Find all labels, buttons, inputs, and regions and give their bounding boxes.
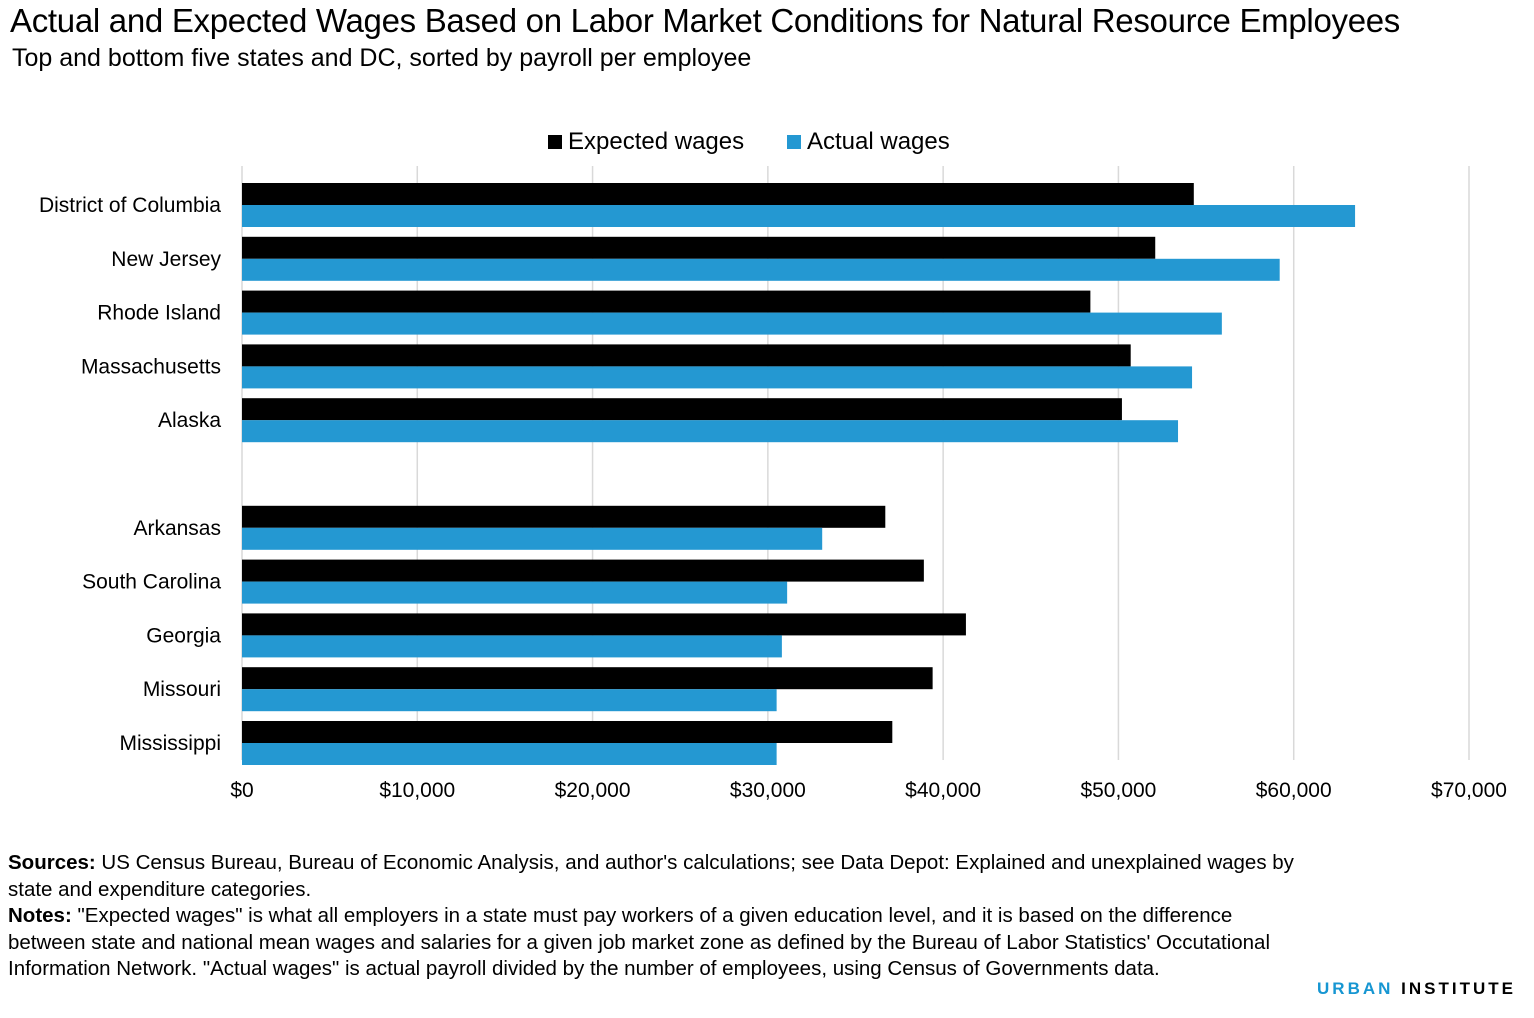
x-tick-label: $10,000 — [379, 779, 455, 802]
category-label: Mississippi — [119, 732, 221, 755]
legend-swatch-expected — [548, 135, 562, 149]
chart-subtitle: Top and bottom five states and DC, sorte… — [12, 44, 752, 72]
x-tick-label: $40,000 — [905, 779, 981, 802]
bar-actual — [242, 527, 823, 550]
bar-actual — [242, 366, 1193, 389]
bars — [242, 183, 1356, 765]
category-label: Alaska — [158, 409, 221, 432]
legend-label-actual: Actual wages — [807, 128, 950, 155]
category-label: South Carolina — [82, 571, 221, 594]
x-tick-label: $0 — [230, 779, 253, 802]
bar-actual — [242, 205, 1356, 227]
bar-expected — [242, 344, 1131, 367]
bar-chart: District of Columbia New Jersey Rhode Isla… — [39, 166, 1507, 802]
notes-label: Notes: — [8, 904, 72, 927]
x-tick-label: $70,000 — [1431, 779, 1507, 802]
bar-actual — [242, 689, 777, 712]
x-tick-label: $60,000 — [1256, 779, 1332, 802]
category-labels: District of Columbia New Jersey Rhode Isla… — [39, 194, 222, 755]
legend: Expected wages Actual wages — [0, 128, 1534, 162]
bar-expected — [242, 613, 966, 636]
category-label: Georgia — [146, 624, 221, 647]
chart-title: Actual and Expected Wages Based on Labor… — [10, 2, 1400, 39]
legend-label-expected: Expected wages — [568, 128, 745, 155]
bar-expected — [242, 667, 933, 690]
bar-actual — [242, 420, 1179, 443]
x-tick-label: $30,000 — [730, 779, 806, 802]
legend-item-expected: Expected wages — [548, 128, 744, 156]
category-label: District of Columbia — [39, 194, 221, 217]
category-label: New Jersey — [111, 248, 221, 271]
bar-actual — [242, 312, 1222, 335]
bar-expected — [242, 290, 1091, 313]
bar-expected — [242, 183, 1194, 205]
category-label: Arkansas — [133, 517, 221, 540]
category-label: Missouri — [143, 678, 221, 701]
sources-note: Sources: US Census Bureau, Bureau of Eco… — [8, 850, 1298, 903]
brand-part2: INSTITUTE — [1401, 979, 1516, 998]
footnotes: Sources: US Census Bureau, Bureau of Eco… — [8, 850, 1298, 983]
legend-item-actual: Actual wages — [787, 128, 950, 156]
bar-expected — [242, 721, 893, 743]
bar-expected — [242, 505, 886, 528]
notes-text: "Expected wages" is what all employers i… — [8, 904, 1271, 980]
category-label: Massachusetts — [81, 355, 221, 378]
brand-part1: URBAN — [1317, 979, 1394, 998]
sources-text: US Census Bureau, Bureau of Economic Ana… — [8, 851, 1294, 901]
category-label: Rhode Island — [97, 302, 221, 325]
bar-expected — [242, 559, 924, 582]
x-tick-label: $20,000 — [555, 779, 631, 802]
bar-actual — [242, 743, 777, 765]
sources-label: Sources: — [8, 851, 96, 874]
notes-note: Notes: "Expected wages" is what all empl… — [8, 903, 1298, 983]
bar-actual — [242, 258, 1280, 281]
brand-logo: URBAN INSTITUTE — [1317, 979, 1516, 999]
bar-actual — [242, 635, 782, 658]
bar-expected — [242, 236, 1156, 259]
x-tick-labels: $0 $10,000 $20,000 $30,000 $40,000 $50,000 $60… — [230, 779, 1507, 802]
bar-expected — [242, 398, 1122, 421]
x-tick-label: $50,000 — [1080, 779, 1156, 802]
legend-swatch-actual — [787, 135, 801, 149]
bar-actual — [242, 581, 788, 604]
